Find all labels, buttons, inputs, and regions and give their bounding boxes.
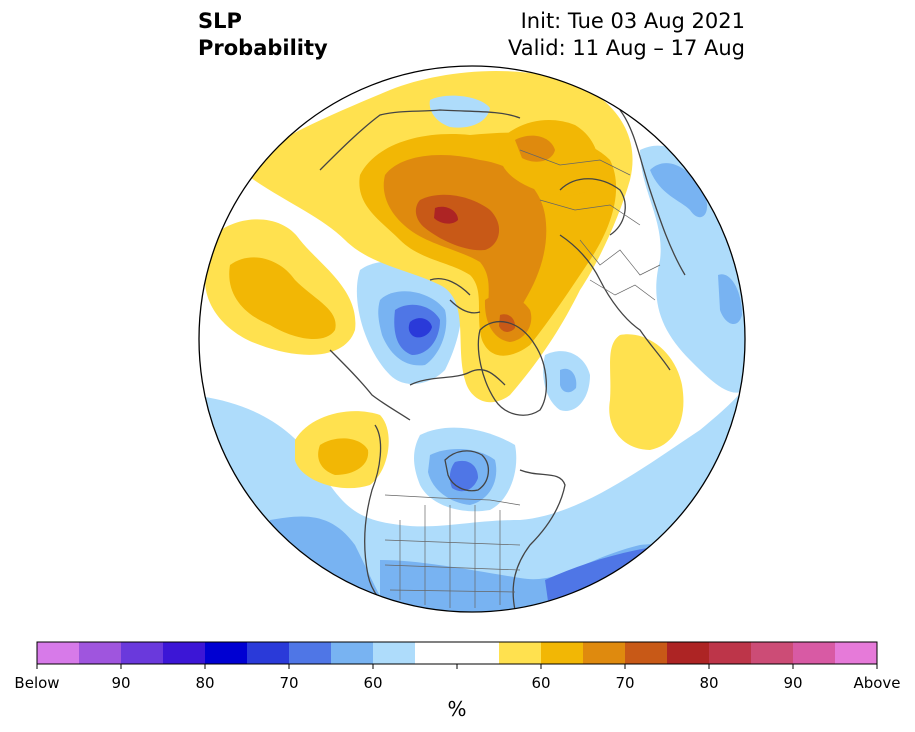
- colorbar-swatch: [415, 642, 458, 664]
- colorbar-swatch: [835, 642, 878, 664]
- colorbar-swatch: [373, 642, 416, 664]
- colorbar-swatch: [457, 642, 500, 664]
- colorbar-swatch: [331, 642, 374, 664]
- below-80-hudson: [449, 460, 478, 492]
- colorbar-swatch: [499, 642, 542, 664]
- title-right: Init: Tue 03 Aug 2021 Valid: 11 Aug – 17…: [508, 8, 745, 62]
- below-70-east-b: [718, 274, 742, 325]
- colorbar-tick-label: 90: [111, 674, 131, 692]
- white-arctic-hole: [429, 95, 490, 128]
- coastline-canada-north: [409, 369, 506, 386]
- init-date: Init: Tue 03 Aug 2021: [520, 9, 745, 33]
- above-90-north-b: [499, 314, 516, 332]
- above-70-west: [229, 257, 336, 340]
- coastline-europe: [559, 234, 671, 371]
- colorbar-swatch: [205, 642, 248, 664]
- colorbar-swatch: [37, 642, 80, 664]
- border-asia-2: [539, 199, 641, 226]
- title-left: SLP Probability: [198, 8, 328, 62]
- colorbar-tick-label: 70: [279, 674, 299, 692]
- colorbar-swatch: [541, 642, 584, 664]
- colorbar-swatch: [121, 642, 164, 664]
- coastline-scandinavia: [559, 178, 626, 236]
- product-title: Probability: [198, 36, 328, 60]
- border-europe-1: [579, 239, 661, 276]
- below-90-arctic: [408, 318, 432, 338]
- probability-fill: [199, 66, 745, 612]
- colorbar-swatch: [751, 642, 794, 664]
- above-80-europe: [515, 135, 555, 162]
- below-60-east: [640, 145, 745, 393]
- colorbar-tick-label: 60: [531, 674, 551, 692]
- coastlines: [319, 109, 686, 612]
- coastline-asia-east: [619, 109, 686, 276]
- borders: [384, 149, 661, 608]
- colorbar-swatch: [583, 642, 626, 664]
- coastline-greenland: [477, 321, 547, 416]
- border-us-canada: [384, 494, 521, 506]
- border-us-states-1: [399, 505, 501, 608]
- colorbar-tick-label: Below: [14, 674, 60, 692]
- colorbar-swatch: [79, 642, 122, 664]
- colorbar: [36, 641, 878, 669]
- colorbar-swatch: [793, 642, 836, 664]
- colorbar-swatch: [289, 642, 332, 664]
- colorbar-swatch: [625, 642, 668, 664]
- below-70-atlantic: [560, 368, 577, 393]
- border-europe-2: [589, 279, 656, 301]
- variable-title: SLP: [198, 9, 242, 33]
- colorbar-swatch: [247, 642, 290, 664]
- colorbar-tick-label: 70: [615, 674, 635, 692]
- coastline-siberia: [319, 109, 521, 171]
- colorbar-swatch: [709, 642, 752, 664]
- colorbar-tick-label: 60: [363, 674, 383, 692]
- above-95-north: [434, 206, 458, 224]
- valid-range: Valid: 11 Aug – 17 Aug: [507, 36, 745, 60]
- colorbar-tick-label: Above: [853, 674, 901, 692]
- colorbar-tick-label: 90: [783, 674, 803, 692]
- coastline-hudson-bay: [444, 450, 489, 492]
- below-70-east: [650, 163, 708, 218]
- colorbar-tick-label: 80: [699, 674, 719, 692]
- colorbar-tick-label: 80: [195, 674, 215, 692]
- colorbar-swatch: [163, 642, 206, 664]
- globe-outline: [198, 65, 746, 613]
- coastline-east-coast: [512, 469, 566, 611]
- coastline-alaska: [329, 349, 411, 421]
- border-us-states-2: [384, 539, 521, 593]
- above-70-pacific: [318, 438, 369, 475]
- colorbar-swatch: [667, 642, 710, 664]
- colorbar-unit: %: [447, 697, 467, 721]
- coastline-arctic-islands: [429, 278, 481, 314]
- border-asia-1: [519, 149, 631, 176]
